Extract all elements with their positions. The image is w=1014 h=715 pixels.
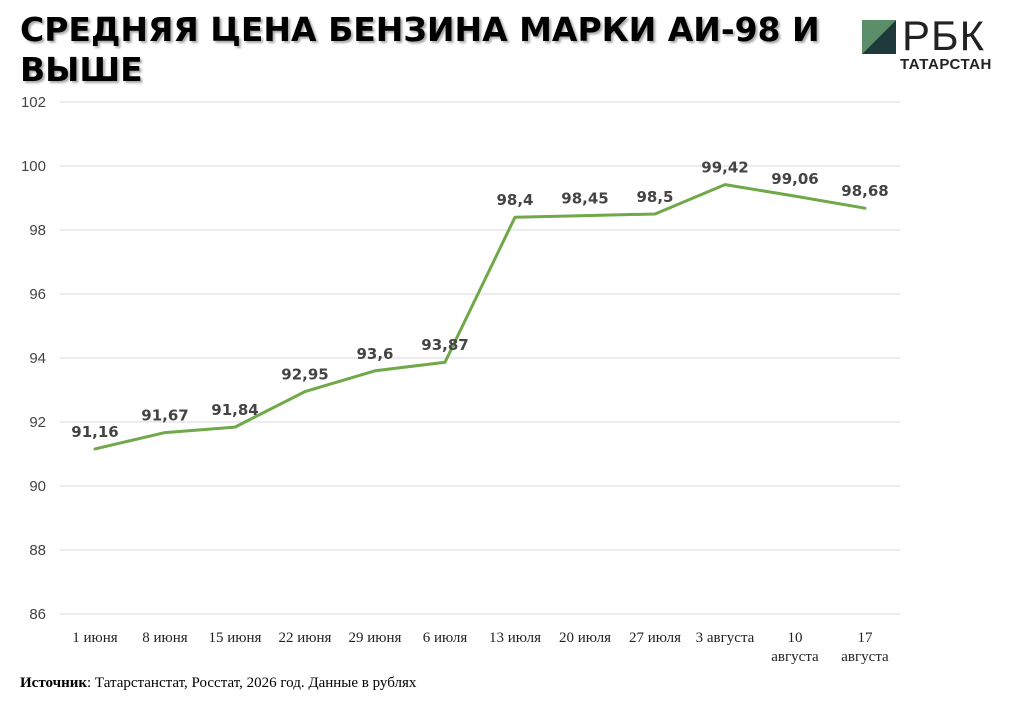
source-text: : Татарстанстат, Росстат, 2026 год. Данн… bbox=[87, 675, 417, 691]
rbc-logo: РБК ТАТАРСТАН bbox=[858, 12, 998, 76]
data-label: 98,68 bbox=[841, 182, 888, 200]
y-tick-label: 94 bbox=[29, 350, 46, 367]
x-tick-label: 8 июня bbox=[142, 630, 188, 646]
x-tick-label: 13 июля bbox=[489, 630, 541, 646]
series-line bbox=[93, 183, 867, 451]
data-label: 92,95 bbox=[281, 366, 328, 384]
chart-title: СРЕДНЯЯ ЦЕНА БЕНЗИНА МАРКИ АИ-98 И ВЫШЕ bbox=[20, 10, 820, 89]
data-label: 98,4 bbox=[496, 191, 533, 209]
data-label: 99,06 bbox=[771, 170, 818, 188]
x-tick-label: 1 июня bbox=[72, 630, 118, 646]
series-layer bbox=[93, 183, 867, 451]
data-label: 98,5 bbox=[636, 188, 673, 206]
y-tick-label: 92 bbox=[29, 414, 46, 431]
source-note: Источник: Татарстанстат, Росстат, 2026 г… bbox=[20, 675, 416, 692]
data-label: 99,42 bbox=[701, 159, 748, 177]
y-axis-ticks: 86 88 90 92 94 96 98 100 102 bbox=[21, 94, 46, 623]
data-label: 93,6 bbox=[356, 345, 393, 363]
y-tick-label: 102 bbox=[21, 94, 46, 111]
data-label: 91,16 bbox=[71, 423, 118, 441]
logo-mark-icon bbox=[862, 20, 896, 54]
x-tick-label: 20 июля bbox=[559, 630, 611, 646]
y-tick-label: 96 bbox=[29, 286, 46, 303]
y-tick-label: 88 bbox=[29, 542, 46, 559]
data-label: 98,45 bbox=[561, 190, 608, 208]
x-axis-ticks: 1 июня 8 июня 15 июня 22 июня 29 июня 6 июля 1… bbox=[72, 630, 889, 665]
x-tick-label: 3 августа bbox=[696, 630, 755, 646]
x-tick-label: 22 июня bbox=[279, 630, 332, 646]
logo-text: РБК bbox=[902, 12, 986, 59]
logo-subtitle: ТАТАРСТАН bbox=[900, 56, 992, 73]
x-tick-label: 10 августа bbox=[771, 630, 819, 665]
y-tick-label: 100 bbox=[21, 158, 46, 175]
data-label: 93,87 bbox=[421, 336, 468, 354]
y-tick-label: 86 bbox=[29, 606, 46, 623]
data-label: 91,84 bbox=[211, 401, 258, 419]
x-tick-label: 17 августа bbox=[841, 630, 889, 665]
x-tick-label: 15 июня bbox=[209, 630, 262, 646]
data-labels: 91,16 91,67 91,84 92,95 93,6 93,87 98,4 98,45 98… bbox=[71, 159, 888, 441]
x-tick-label: 29 июня bbox=[349, 630, 402, 646]
x-tick-label: 6 июля bbox=[423, 630, 468, 646]
y-tick-label: 90 bbox=[29, 478, 46, 495]
source-label: Источник bbox=[20, 675, 87, 691]
y-tick-label: 98 bbox=[29, 222, 46, 239]
data-label: 91,67 bbox=[141, 407, 188, 425]
grid-lines bbox=[60, 101, 900, 615]
x-tick-label: 27 июля bbox=[629, 630, 681, 646]
